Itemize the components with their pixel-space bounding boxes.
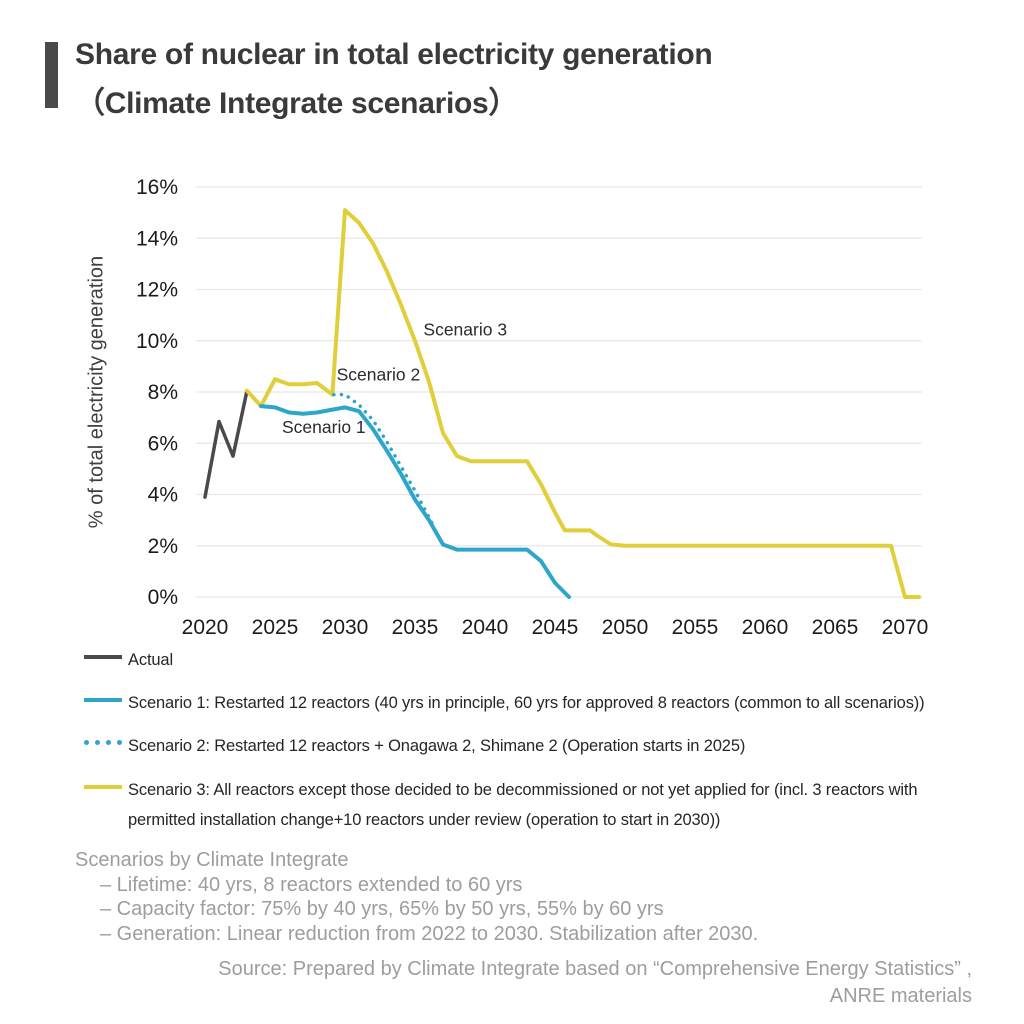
footnote-generation: – Generation: Linear reduction from 2022… — [100, 922, 759, 945]
legend-swatch-scenario-2 — [84, 740, 122, 745]
legend-label-scenario-1: Scenario 1: Restarted 12 reactors (40 yr… — [128, 694, 925, 712]
y-tick-label: 10% — [136, 330, 178, 353]
legend-item-actual: Actual — [84, 645, 984, 675]
footnote-capacity-factor: – Capacity factor: 75% by 40 yrs, 65% by… — [100, 898, 664, 920]
x-tick-label: 2030 — [322, 616, 369, 639]
footnotes: Scenarios by Climate Integrate – Lifetim… — [75, 848, 758, 946]
x-tick-label: 2055 — [672, 616, 719, 639]
footnote-lifetime: – Lifetime: 40 yrs, 8 reactors extended … — [100, 873, 523, 896]
legend-item-scenario-2: Scenario 2: Restarted 12 reactors + Onag… — [84, 731, 984, 761]
annotation-scenario-3: Scenario 3 — [423, 320, 507, 340]
chart-svg: 0% 2% 4% 6% 8% 10% 12% 14% 16% 2020 2025 2030 2035 20… — [136, 176, 929, 639]
x-tick-label: 2060 — [742, 616, 789, 639]
series-scenario-1 — [259, 404, 571, 599]
y-tick-label: 16% — [136, 176, 178, 199]
y-tick-label: 4% — [148, 484, 178, 507]
annotation-scenario-2: Scenario 2 — [337, 364, 421, 384]
source-note: Source: Prepared by Climate Integrate ba… — [72, 956, 972, 1010]
legend-label-scenario-2: Scenario 2: Restarted 12 reactors + Onag… — [128, 737, 746, 755]
chart-area: 0% 2% 4% 6% 8% 10% 12% 14% 16% 2020 2025 2030 2035 20… — [60, 168, 980, 668]
page-title: Share of nuclear in total electricity ge… — [75, 30, 955, 128]
x-tick-label: 2045 — [532, 616, 579, 639]
x-tick-label: 2070 — [882, 616, 929, 639]
page-title-line2: （Climate Integrate scenarios） — [75, 87, 519, 120]
annotation-scenario-1: Scenario 1 — [282, 417, 366, 437]
source-line2: ANRE materials — [829, 985, 972, 1007]
legend-label-actual: Actual — [128, 651, 173, 669]
x-tick-label: 2040 — [462, 616, 509, 639]
legend-swatch-scenario-1 — [84, 698, 122, 702]
y-tick-label: 0% — [148, 586, 178, 609]
y-tick-label: 2% — [148, 535, 178, 558]
x-tick-label: 2020 — [182, 616, 229, 639]
series-actual — [203, 388, 249, 499]
y-tick-label: 12% — [136, 279, 178, 302]
x-tick-label: 2050 — [602, 616, 649, 639]
x-tick-label: 2065 — [812, 616, 859, 639]
y-tick-label: 8% — [148, 381, 178, 404]
legend-label-scenario-3: Scenario 3: All reactors except those de… — [128, 781, 918, 829]
x-tick-label: 2025 — [252, 616, 299, 639]
legend-item-scenario-1: Scenario 1: Restarted 12 reactors (40 yr… — [84, 688, 984, 718]
legend-swatch-scenario-3 — [84, 785, 122, 789]
series-scenario-3 — [245, 208, 921, 599]
legend-swatch-actual — [84, 655, 122, 659]
x-tick-label: 2035 — [392, 616, 439, 639]
footnote-heading: Scenarios by Climate Integrate — [75, 849, 349, 871]
y-tick-label: 6% — [148, 432, 178, 455]
series-scenario-2 — [332, 392, 434, 525]
source-line1: Source: Prepared by Climate Integrate ba… — [218, 958, 972, 980]
legend-item-scenario-3: Scenario 3: All reactors except those de… — [84, 775, 984, 835]
y-tick-label: 14% — [136, 227, 178, 250]
page-title-line1: Share of nuclear in total electricity ge… — [75, 38, 713, 71]
title-accent-bar — [45, 42, 58, 108]
